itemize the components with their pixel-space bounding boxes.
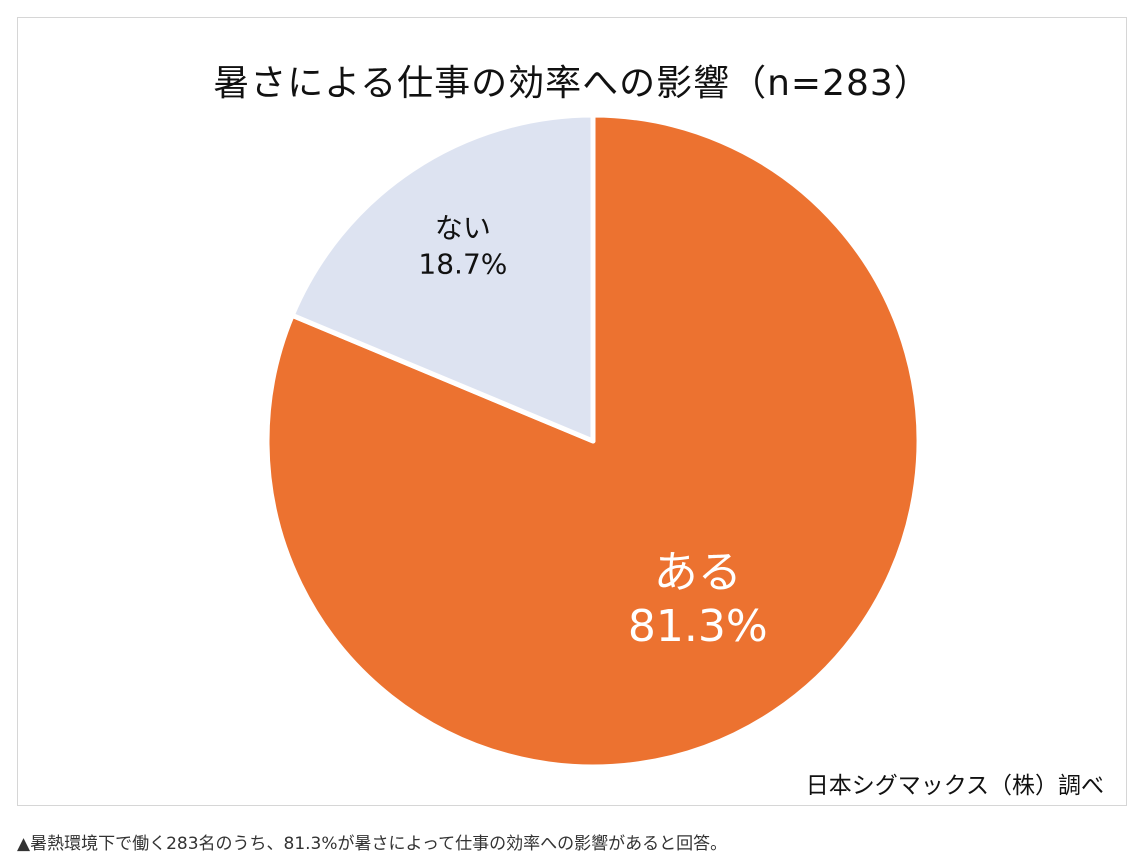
- caption: ▲暑熱環境下で働く283名のうち、81.3%が暑さによって仕事の効率への影響があ…: [17, 834, 728, 854]
- pie-slice-nai: [289, 112, 596, 444]
- slice-value-label: 18.7%: [418, 247, 507, 280]
- source-credit: 日本シグマックス（株）調べ: [805, 773, 1104, 799]
- slice-name-label: ない: [435, 211, 491, 244]
- chart-frame: 暑さによる仕事の効率への影響（n=283） ある 81.3% ない 18.7% 日本シ…: [17, 17, 1127, 806]
- chart-title: 暑さによる仕事の効率への影響（n=283）: [213, 63, 931, 104]
- slice-name-label: ある: [654, 547, 742, 598]
- slice-value-label: 81.3%: [628, 601, 768, 652]
